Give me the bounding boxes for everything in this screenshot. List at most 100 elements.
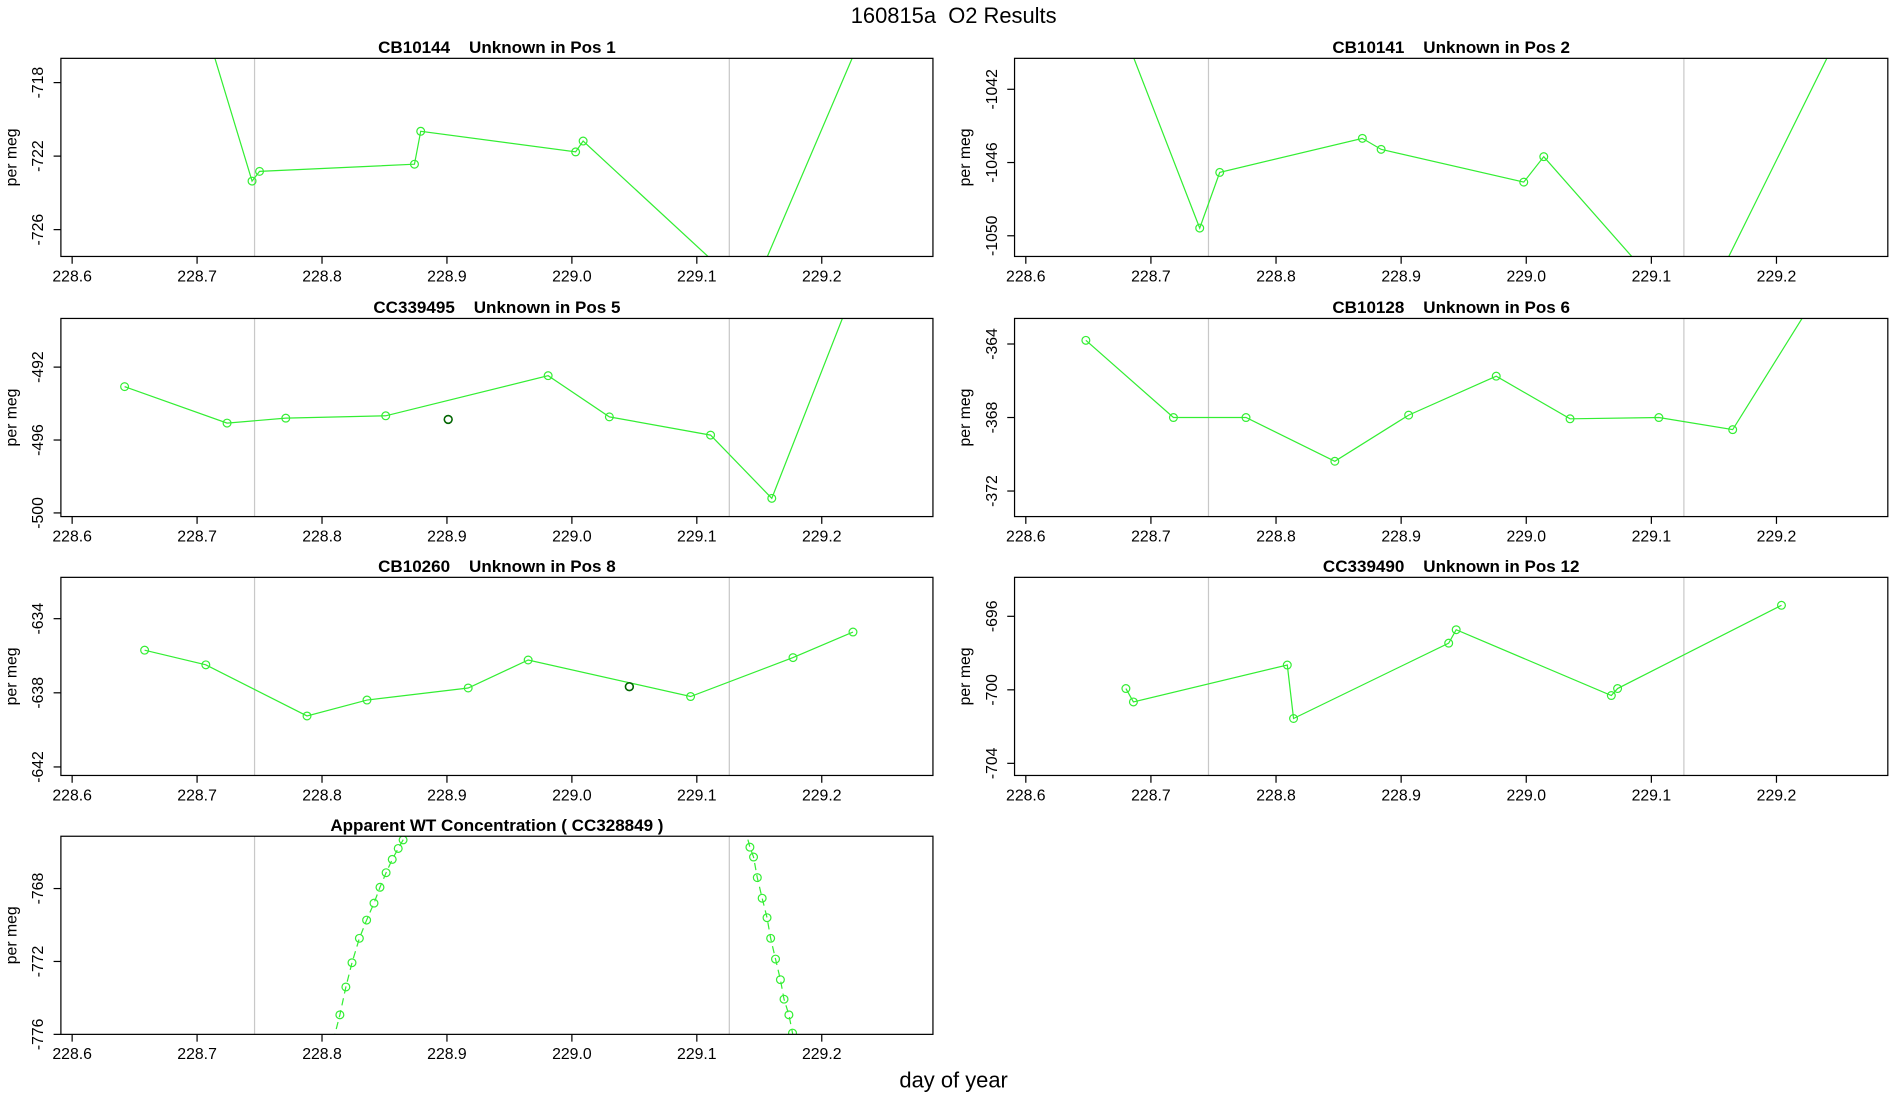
x-tick-label: 228.7 [1131,787,1171,804]
data-point [354,933,364,943]
data-point [749,852,759,862]
data-point [523,655,533,665]
panel: CC339490 Unknown in Pos 12 per meg 228.6 22… [957,557,1889,804]
x-tick-label: 229.0 [552,528,592,545]
y-tick-label: -704 [984,747,1001,779]
y-tick-label: -722 [30,140,47,172]
y-axis-label: per meg [957,647,974,705]
plot-box [60,835,934,1035]
data-point [848,627,858,637]
x-tick-label: 229.1 [1632,528,1672,545]
data-line [1133,58,1828,257]
data-point [766,933,776,943]
data-point [867,243,875,251]
data-point [1081,335,1091,345]
data-point [1404,410,1414,420]
y-tick-label: -634 [30,603,47,635]
x-tick-label: 228.9 [427,1046,467,1063]
x-tick-label: 228.8 [302,787,342,804]
x-tick-label: 228.6 [52,528,92,545]
data-point [1451,625,1461,635]
plot-box [60,317,934,518]
data-point [416,126,426,136]
data-point [1841,17,1849,25]
x-tick-label: 229.2 [1757,528,1797,545]
y-axis-label: per meg [3,389,20,447]
y-tick-label: -368 [984,402,1001,434]
plot-area [1121,577,1786,776]
y-tick-label: -772 [30,946,47,978]
x-tick-label: 229.0 [1506,787,1546,804]
x-tick-label: 228.9 [427,787,467,804]
x-tick-label: 228.8 [1256,268,1296,285]
data-point [757,893,767,903]
data-point [1128,697,1138,707]
panel-title: Apparent WT Concentration ( CC328849 ) [330,816,663,835]
x-tick-label: 228.7 [177,787,217,804]
data-point [381,868,391,878]
y-axis-label: per meg [3,906,20,964]
data-point [398,836,408,845]
y-tick-label: -700 [984,674,1001,706]
data-point [1241,413,1251,423]
x-tick-label: 228.8 [1256,787,1296,804]
y-axis-label: per meg [3,647,20,705]
plot-box [60,576,934,777]
x-tick-label: 228.8 [1256,528,1296,545]
data-point [1565,414,1575,424]
x-tick-label: 228.6 [1006,528,1046,545]
x-tick-label: 228.6 [52,268,92,285]
data-point [1519,177,1529,187]
data-line [1085,318,1803,462]
x-tick-label: 229.1 [677,787,717,804]
x-tick-label: 228.6 [1006,268,1046,285]
data-point [302,711,312,721]
x-tick-label: 229.2 [802,528,842,545]
x-tick-label: 229.0 [1506,528,1546,545]
data-point [362,915,372,925]
x-tick-label: 229.1 [677,1046,717,1063]
x-tick-label: 228.9 [1381,787,1421,804]
data-point [1539,152,1549,162]
data-point [393,843,403,853]
data-point [1330,456,1340,466]
panel: CB10260 Unknown in Pos 8 per meg 228.6 228.… [3,557,934,804]
data-point [120,382,130,392]
x-axis-label: day of year [899,1068,1007,1093]
data-point [381,411,391,421]
data-point [1282,660,1292,670]
x-tick-label: 229.2 [1757,787,1797,804]
data-point [775,975,785,985]
data-point [686,692,696,702]
data-point [784,1010,794,1020]
plot-area [140,577,858,776]
x-tick-label: 228.6 [1006,787,1046,804]
x-tick-label: 228.9 [1381,528,1421,545]
x-tick-label: 229.1 [677,268,717,285]
panel-title: CB10260 Unknown in Pos 8 [378,557,616,576]
data-point [1168,413,1178,423]
panel-title: CB10141 Unknown in Pos 2 [1332,38,1570,57]
y-tick-label: -768 [30,873,47,905]
data-line [1125,604,1782,720]
y-tick-label: -492 [30,351,47,383]
x-tick-label: 228.8 [302,268,342,285]
x-tick-label: 228.7 [1131,528,1171,545]
data-point [771,954,781,964]
data-point [1121,684,1131,694]
y-tick-label: -372 [984,475,1001,507]
data-point [201,660,211,670]
data-point [375,882,385,892]
x-tick-label: 229.1 [1632,268,1672,285]
y-tick-label: -696 [984,600,1001,632]
data-point [387,854,397,864]
y-axis-label: per meg [957,128,974,186]
y-tick-label: -642 [30,751,47,783]
data-line [124,318,844,500]
data-point [752,873,762,883]
data-point [409,159,419,169]
panel: CB10128 Unknown in Pos 6 per meg 228.6 228.… [957,298,1889,545]
x-tick-label: 229.0 [552,268,592,285]
y-tick-label: -1042 [984,69,1001,109]
